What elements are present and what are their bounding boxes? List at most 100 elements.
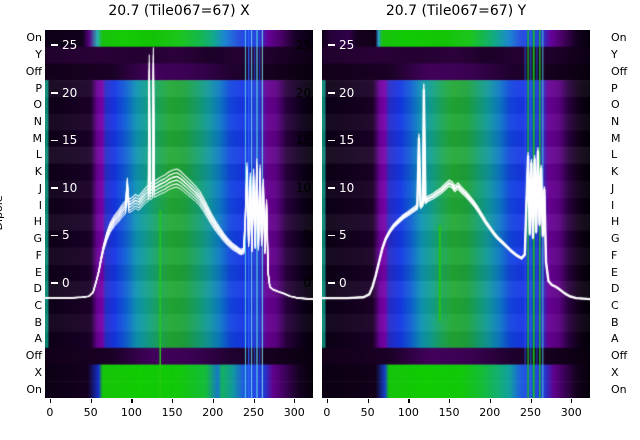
x-tick-label: 0	[46, 406, 54, 419]
row-label-right: I	[611, 198, 615, 212]
heatmap-panel-x	[45, 30, 313, 398]
row-label-left: Y	[35, 48, 42, 62]
tick-value: 5	[62, 228, 70, 243]
row-label-left: G	[33, 232, 42, 246]
x-tick-label: 150	[438, 406, 460, 419]
tick-mark	[328, 91, 335, 94]
inner-tick-label-white: 15	[328, 133, 354, 147]
row-label-left: C	[34, 299, 42, 312]
tick-value: 0	[339, 275, 347, 290]
tick-value: 10	[62, 180, 78, 195]
inner-tick-label-black: 0	[303, 275, 311, 290]
row-label-right: Off	[611, 64, 628, 78]
inner-tick-label-black: 15	[295, 133, 311, 148]
x-tick-mark	[90, 399, 92, 403]
row-label-left: P	[35, 81, 42, 95]
tick-value: 15	[339, 133, 355, 148]
row-label-left: M	[32, 131, 43, 145]
row-label-right: H	[611, 215, 620, 229]
row-label-left: E	[35, 265, 42, 279]
row-label-right: N	[611, 115, 620, 128]
tick-mark	[51, 234, 58, 237]
row-label-right: E	[611, 265, 618, 279]
x-tick-mark	[326, 399, 329, 403]
tick-mark	[51, 282, 58, 284]
row-label-left: On	[26, 382, 42, 396]
x-tick-label: 300	[283, 406, 305, 419]
row-label-right: G	[611, 232, 620, 246]
tick-mark	[328, 139, 335, 142]
row-label-left: L	[35, 148, 42, 162]
x-tick-mark	[571, 399, 573, 403]
inner-tick-label-white: 25	[328, 38, 354, 52]
x-tick-mark	[294, 399, 296, 403]
row-label-left: Off	[25, 64, 42, 78]
x-tick-label: 250	[243, 406, 265, 419]
x-tick-mark	[212, 399, 214, 403]
row-label-right: Off	[611, 349, 628, 363]
row-label-left: K	[34, 165, 42, 179]
x-tick-label: 300	[560, 406, 582, 419]
x-tick-label: 200	[202, 406, 224, 419]
inner-tick-label-white: 5	[51, 228, 70, 242]
x-tick-label: 0	[323, 406, 331, 419]
inner-tick-label-white: 0	[328, 276, 347, 290]
row-label-left: B	[34, 315, 42, 329]
tick-mark	[328, 234, 335, 237]
row-label-right: B	[611, 315, 619, 329]
tick-value: 15	[62, 133, 78, 148]
row-label-left: A	[34, 332, 42, 346]
x-tick-label: 150	[161, 406, 183, 419]
x-tick-label: 100	[120, 406, 142, 419]
tick-mark	[51, 91, 58, 94]
x-tick-mark	[530, 399, 532, 403]
row-label-right: L	[611, 148, 618, 162]
inner-tick-label-white: 10	[51, 181, 77, 195]
row-label-right: O	[611, 98, 620, 112]
inner-tick-label-white: 10	[328, 181, 354, 195]
x-tick-label: 50	[83, 406, 98, 419]
inner-tick-label-white: 0	[51, 276, 70, 290]
x-tick-mark	[367, 399, 369, 403]
tick-mark	[328, 44, 335, 46]
row-label-right: P	[611, 81, 618, 95]
tick-mark	[328, 282, 335, 284]
inner-tick-label-white: 5	[328, 228, 347, 242]
x-tick-mark	[449, 399, 451, 403]
tick-value: 25	[339, 38, 355, 53]
x-tick-mark	[172, 399, 174, 403]
row-label-left: X	[34, 365, 42, 379]
panel-x-title: 20.7 (Tile067=67) X	[108, 3, 250, 19]
y-axis-title: Dipole	[0, 195, 5, 231]
row-label-right: M	[611, 131, 621, 145]
tick-mark	[51, 187, 58, 189]
inner-tick-label-black: 20	[295, 85, 311, 100]
x-tick-label: 250	[520, 406, 542, 419]
row-label-left: J	[38, 181, 42, 195]
row-label-right: On	[611, 31, 627, 45]
row-label-left: N	[33, 115, 42, 128]
inner-tick-label-black: 5	[303, 228, 311, 243]
row-label-right: J	[611, 181, 615, 195]
row-label-left: I	[38, 198, 42, 212]
inner-tick-label-black: 25	[295, 38, 311, 53]
row-label-left: Off	[25, 349, 42, 363]
inner-tick-label-black: 10	[295, 180, 311, 195]
tick-value: 25	[62, 38, 78, 53]
x-tick-label: 100	[397, 406, 419, 419]
row-label-left: On	[26, 31, 42, 45]
x-tick-label: 200	[479, 406, 501, 419]
tick-value: 10	[339, 180, 355, 195]
inner-tick-label-white: 20	[51, 86, 77, 100]
inner-tick-label-white: 20	[328, 86, 354, 100]
row-label-right: X	[611, 365, 619, 379]
row-label-right: F	[611, 248, 618, 262]
inner-tick-label-white: 25	[51, 38, 77, 52]
row-label-left: F	[35, 248, 42, 262]
inner-tick-label-white: 15	[51, 133, 77, 147]
row-label-right: C	[611, 299, 619, 312]
row-label-right: D	[611, 282, 620, 296]
row-label-left: H	[33, 215, 42, 229]
row-label-right: K	[611, 165, 619, 179]
